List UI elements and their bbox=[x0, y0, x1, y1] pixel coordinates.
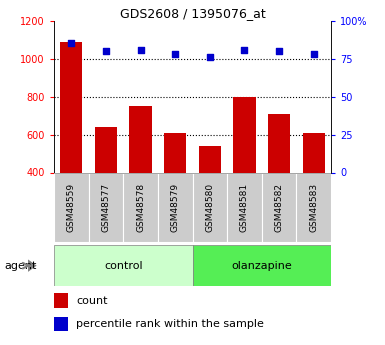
Bar bbox=[199, 146, 221, 172]
Text: GSM48582: GSM48582 bbox=[275, 183, 284, 232]
Bar bbox=[192, 245, 331, 286]
Point bbox=[137, 47, 144, 52]
Bar bbox=[262, 172, 296, 242]
Text: GSM48579: GSM48579 bbox=[171, 183, 180, 232]
Point bbox=[311, 51, 317, 57]
Bar bbox=[296, 172, 331, 242]
Bar bbox=[54, 172, 89, 242]
Text: agent: agent bbox=[4, 261, 37, 270]
Text: GSM48583: GSM48583 bbox=[309, 183, 318, 232]
Point bbox=[207, 55, 213, 60]
Text: GSM48580: GSM48580 bbox=[205, 183, 214, 232]
Text: GSM48581: GSM48581 bbox=[240, 183, 249, 232]
Text: GSM48559: GSM48559 bbox=[67, 183, 76, 232]
Point bbox=[68, 41, 74, 46]
Title: GDS2608 / 1395076_at: GDS2608 / 1395076_at bbox=[120, 7, 265, 20]
Text: count: count bbox=[76, 296, 107, 306]
Bar bbox=[89, 172, 123, 242]
Bar bbox=[268, 114, 290, 172]
Bar bbox=[54, 293, 68, 308]
Point bbox=[241, 47, 248, 52]
Point bbox=[172, 51, 178, 57]
Text: control: control bbox=[104, 261, 142, 270]
Bar bbox=[95, 127, 117, 172]
Bar bbox=[129, 106, 152, 172]
Text: GSM48577: GSM48577 bbox=[101, 183, 110, 232]
Text: olanzapine: olanzapine bbox=[231, 261, 292, 270]
Bar bbox=[60, 42, 82, 172]
Bar bbox=[227, 172, 262, 242]
Point bbox=[103, 48, 109, 54]
Bar bbox=[123, 172, 158, 242]
Bar bbox=[303, 132, 325, 172]
Text: percentile rank within the sample: percentile rank within the sample bbox=[76, 319, 264, 329]
Bar bbox=[164, 132, 186, 172]
Text: GSM48578: GSM48578 bbox=[136, 183, 145, 232]
Point bbox=[276, 48, 282, 54]
Bar bbox=[54, 317, 68, 331]
Bar bbox=[233, 97, 256, 172]
Bar bbox=[192, 172, 227, 242]
Bar bbox=[158, 172, 192, 242]
Polygon shape bbox=[28, 259, 37, 272]
Bar bbox=[54, 245, 192, 286]
